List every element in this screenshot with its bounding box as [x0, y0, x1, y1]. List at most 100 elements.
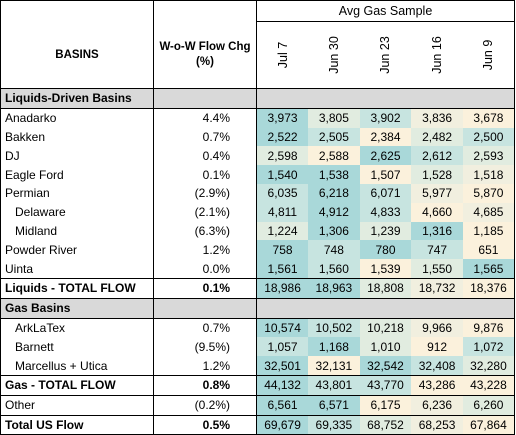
- flow-value: 1,306: [308, 221, 360, 241]
- basin-name: Marcellus + Utica: [0, 356, 154, 376]
- flow-value: 3,805: [308, 108, 360, 128]
- liquids-total-row: Liquids - TOTAL FLOW 0.1% 18,986 18,963 …: [0, 277, 515, 299]
- flow-value: 32,131: [308, 356, 360, 376]
- total-us-flow-row: Total US Flow 0.5% 69,679 69,335 68,752 …: [0, 414, 515, 435]
- flow-value: 780: [359, 240, 412, 260]
- table-row: Barnett (9.5%) 1,057 1,168 1,010 912 1,0…: [0, 337, 515, 357]
- table-row: Powder River 1.2% 758 748 780 747 651: [0, 240, 515, 260]
- flow-value: 1,239: [359, 221, 412, 241]
- basin-name: Midland: [0, 221, 154, 241]
- flow-change: 4.4%: [153, 108, 257, 128]
- flow-value: 1,540: [256, 165, 309, 184]
- flow-value: 6,561: [256, 394, 309, 416]
- flow-value: 1,185: [462, 221, 515, 241]
- section-title: Liquids-Driven Basins: [0, 88, 154, 109]
- basin-name: Barnett: [0, 337, 154, 357]
- basin-name: ArkLaTex: [0, 318, 154, 338]
- date-header: Jun 16: [411, 21, 463, 89]
- basin-name: Other: [0, 394, 154, 416]
- flow-value: 2,482: [411, 127, 463, 147]
- flow-value: 67,864: [462, 414, 515, 435]
- flow-value: 4,660: [411, 202, 463, 222]
- flow-value: 43,801: [308, 374, 360, 396]
- flow-change: 0.1%: [153, 277, 257, 299]
- basin-name: Delaware: [0, 202, 154, 222]
- flow-value: 18,986: [256, 277, 309, 299]
- date-header-label: Jun 30: [326, 36, 341, 74]
- section-blank: [462, 297, 515, 319]
- flow-value: 4,811: [256, 202, 309, 222]
- flow-value: 10,218: [359, 318, 412, 338]
- flow-value: 18,376: [462, 277, 515, 299]
- flow-value: 1,507: [359, 165, 412, 184]
- flow-value: 2,500: [462, 127, 515, 147]
- avg-gas-sample-header: Avg Gas Sample: [256, 0, 515, 22]
- flow-value: 18,963: [308, 277, 360, 299]
- flow-value: 1,528: [411, 165, 463, 184]
- flow-value: 32,501: [256, 356, 309, 376]
- section-blank: [462, 88, 515, 109]
- flow-value: 9,966: [411, 318, 463, 338]
- flow-value: 2,593: [462, 146, 515, 166]
- flow-value: 2,522: [256, 127, 309, 147]
- flow-value: 1,565: [462, 259, 515, 279]
- flow-value: 1,550: [411, 259, 463, 279]
- flow-value: 1,224: [256, 221, 309, 241]
- total-label: Total US Flow: [0, 414, 154, 435]
- flow-value: 32,280: [462, 356, 515, 376]
- flow-value: 3,678: [462, 108, 515, 128]
- flow-value: 6,035: [256, 183, 309, 203]
- header-main-row: BASINS W-o-W Flow Chg (%) Jul 7 Jun 30 J…: [0, 21, 515, 89]
- flow-value: 651: [462, 240, 515, 260]
- basin-name: Eagle Ford: [0, 165, 154, 184]
- flow-value: 6,071: [359, 183, 412, 203]
- flow-value: 3,836: [411, 108, 463, 128]
- flow-change: (6.3%): [153, 221, 257, 241]
- flow-value: 43,228: [462, 374, 515, 396]
- section-blank: [411, 88, 463, 109]
- flow-value: 1,057: [256, 337, 309, 357]
- flow-change: (9.5%): [153, 337, 257, 357]
- table-row: Marcellus + Utica 1.2% 32,501 32,131 32,…: [0, 356, 515, 376]
- flow-change: 0.4%: [153, 146, 257, 166]
- flow-value: 1,561: [256, 259, 309, 279]
- header-blank-basin: [0, 0, 154, 22]
- section-blank: [411, 297, 463, 319]
- section-blank: [308, 297, 360, 319]
- gas-total-row: Gas - TOTAL FLOW 0.8% 44,132 43,801 43,7…: [0, 374, 515, 396]
- flow-change: (2.9%): [153, 183, 257, 203]
- basins-header: BASINS: [0, 21, 154, 89]
- flow-change: 1.2%: [153, 356, 257, 376]
- table-row: Delaware (2.1%) 4,811 4,912 4,833 4,660 …: [0, 202, 515, 222]
- flow-value: 912: [411, 337, 463, 357]
- flow-value: 1,538: [308, 165, 360, 184]
- flow-value: 18,732: [411, 277, 463, 299]
- date-header-label: Jun 23: [378, 36, 393, 74]
- date-header-label: Jun 16: [430, 36, 445, 74]
- flow-change: 0.7%: [153, 127, 257, 147]
- flow-value: 4,685: [462, 202, 515, 222]
- date-header-label: Jun 9: [481, 39, 496, 71]
- flow-value: 69,679: [256, 414, 309, 435]
- flow-value: 2,625: [359, 146, 412, 166]
- flow-change: 0.5%: [153, 414, 257, 435]
- flow-value: 1,539: [359, 259, 412, 279]
- flow-value: 6,236: [411, 394, 463, 416]
- flow-value: 1,518: [462, 165, 515, 184]
- section-blank: [359, 88, 412, 109]
- flow-value: 4,912: [308, 202, 360, 222]
- table-row: Permian (2.9%) 6,035 6,218 6,071 5,977 5…: [0, 183, 515, 203]
- header-top-row: Avg Gas Sample: [0, 0, 515, 22]
- date-header: Jun 9: [462, 21, 515, 89]
- total-label: Liquids - TOTAL FLOW: [0, 277, 154, 299]
- date-header: Jun 30: [308, 21, 360, 89]
- flow-change: 1.2%: [153, 240, 257, 260]
- basin-name: Uinta: [0, 259, 154, 279]
- flow-value: 3,973: [256, 108, 309, 128]
- date-header-label: Jul 7: [275, 41, 290, 69]
- flow-value: 2,384: [359, 127, 412, 147]
- section-title: Gas Basins: [0, 297, 154, 319]
- basin-name: Anadarko: [0, 108, 154, 128]
- section-blank: [256, 297, 309, 319]
